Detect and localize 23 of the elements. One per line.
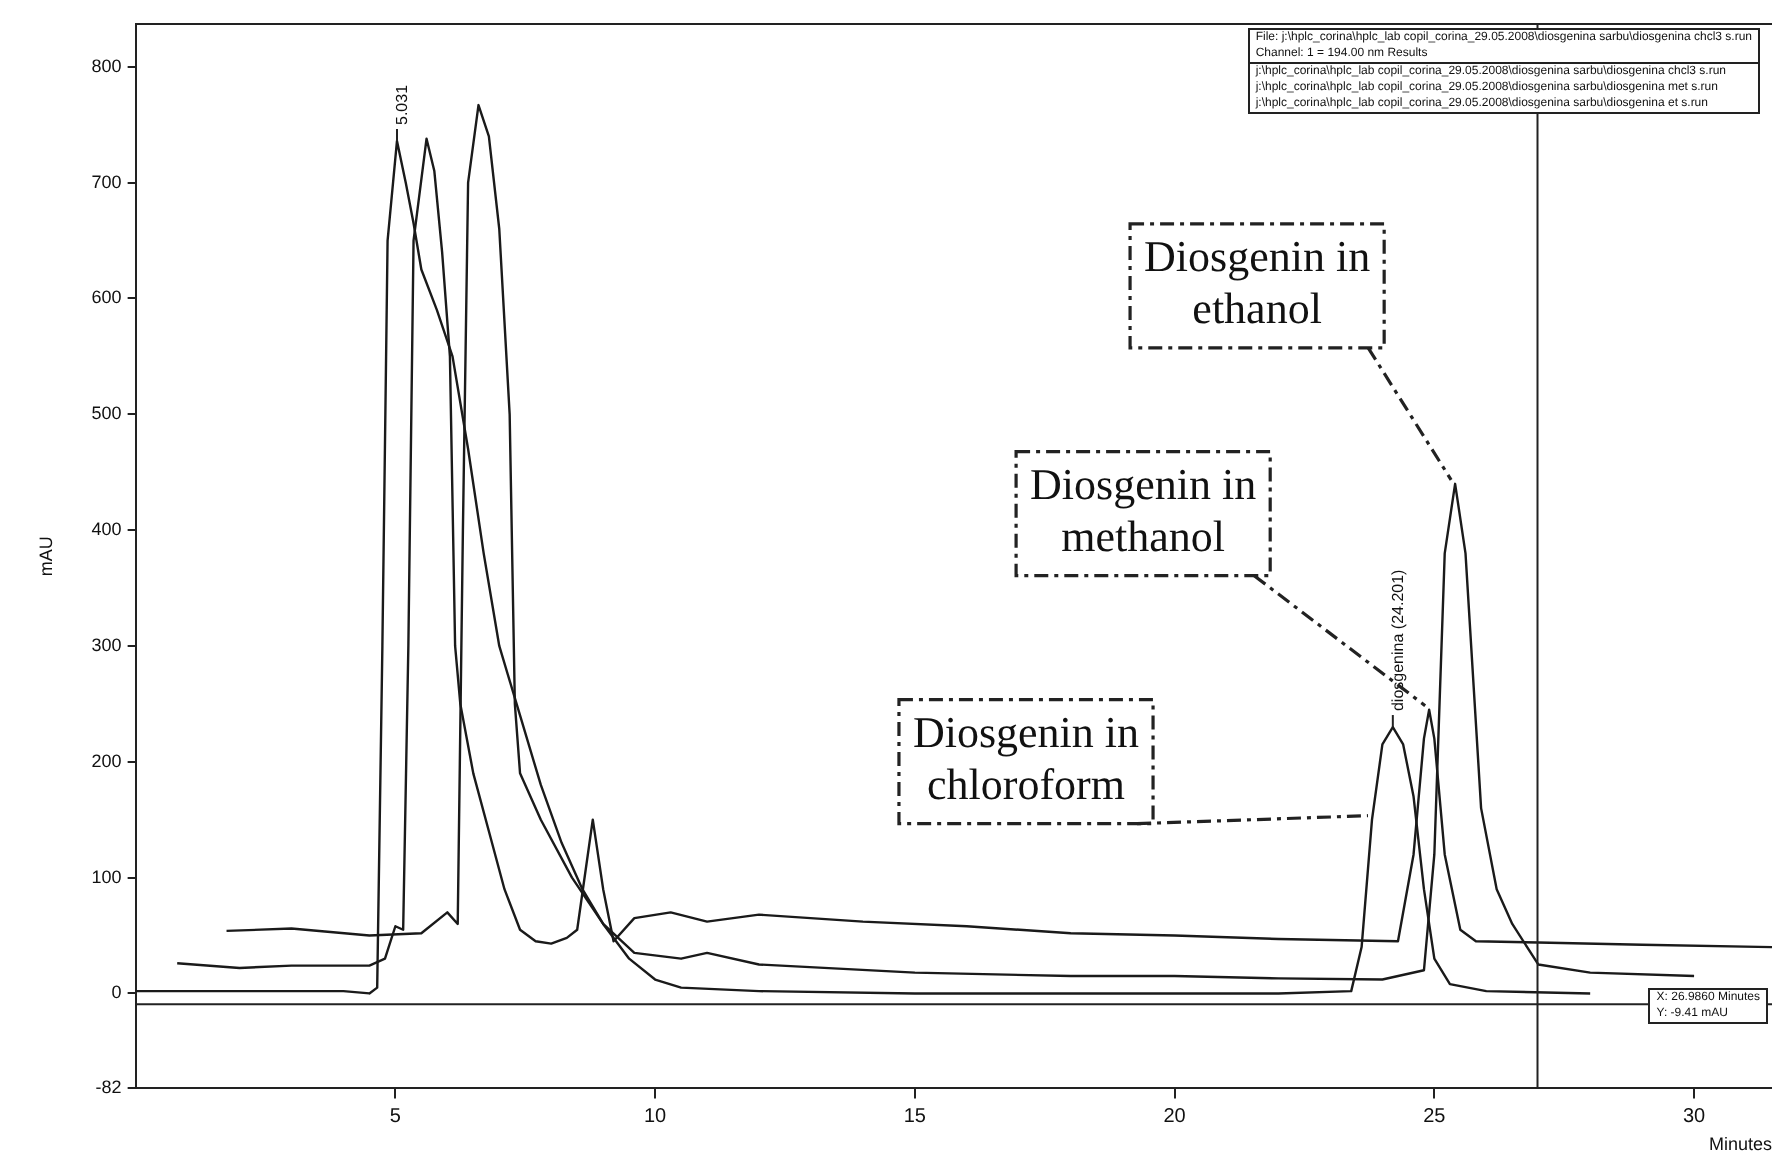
annotation: Diosgenin in ethanol [1144,231,1371,334]
x-tick-label: 15 [903,1105,927,1128]
annotation: 5.031 [393,83,412,125]
x-tick-label: 10 [643,1105,668,1128]
x-tick-label: 25 [1423,1105,1447,1128]
x-tick-label: 5 [389,1105,402,1128]
y-tick-label: 800 [91,55,122,76]
x-tick-label: 20 [1163,1105,1187,1128]
y-tick-label: 0 [111,982,122,1003]
y-tick-label: 300 [91,634,122,655]
y-axis-title: mAU [35,536,56,577]
x-axis-title: Minutes [1708,1134,1772,1155]
annotation: Diosgenin in chloroform [912,707,1140,810]
annotation: diosgenina (24.201) [1389,568,1408,712]
y-tick-label: 600 [91,287,122,308]
annotation: Diosgenin in methanol [1030,459,1257,562]
y-tick-label: 400 [91,519,122,540]
y-tick-label: 100 [91,866,122,887]
y-tick-label: 700 [91,171,122,192]
y-tick-label: 200 [91,750,122,771]
y-tick-label: -82 [95,1077,122,1098]
y-tick-label: 500 [91,403,122,424]
x-tick-label: 30 [1682,1105,1707,1128]
